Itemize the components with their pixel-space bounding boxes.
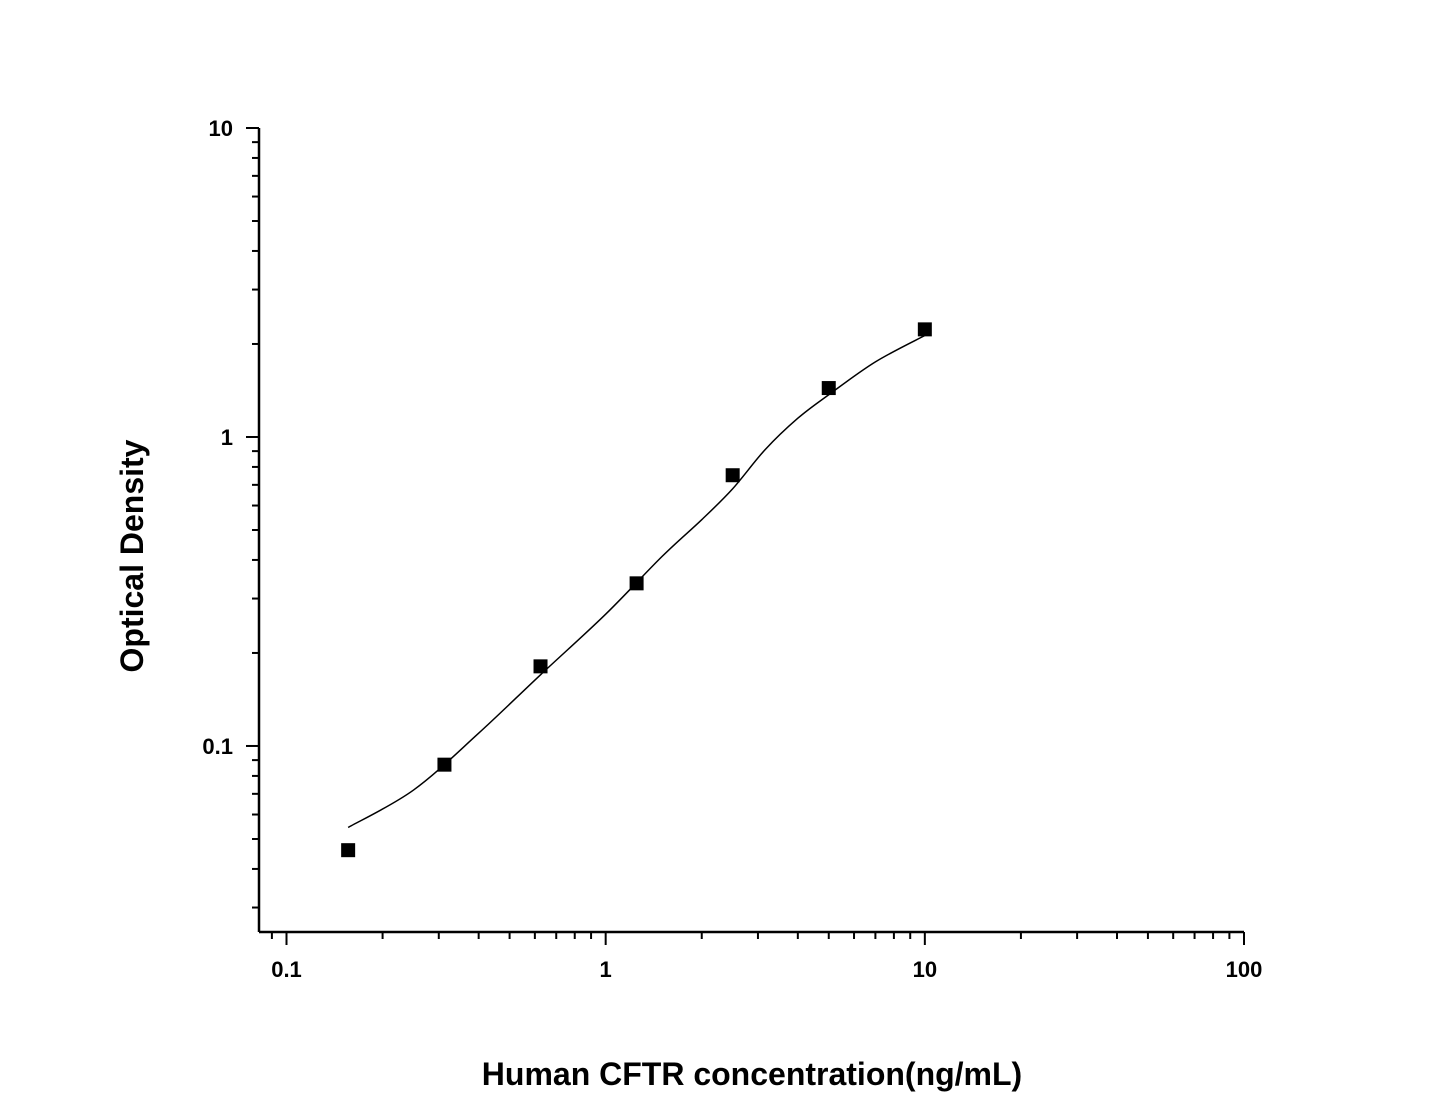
x-tick-label: 10 [913,957,937,982]
fit-curve [347,334,926,829]
y-axis-title: Optical Density [114,439,150,672]
data-point [629,576,644,591]
tick-labels: 0.1 1 10 100 0.1 1 10 [202,116,1262,982]
x-tick-label: 1 [600,957,612,982]
data-point [725,468,740,483]
y-tick-label: 0.1 [202,734,233,759]
data-point [533,659,548,674]
data-point [341,843,356,858]
axes [246,127,1245,945]
data-points [341,322,932,858]
x-tick-label: 100 [1226,957,1263,982]
x-axis-title: Human CFTR concentration(ng/mL) [482,1056,1022,1092]
data-point [437,757,452,772]
y-tick-label: 10 [209,116,233,141]
data-point [917,322,932,337]
x-tick-label: 0.1 [271,957,302,982]
y-tick-label: 1 [221,425,233,450]
data-point [821,381,836,396]
